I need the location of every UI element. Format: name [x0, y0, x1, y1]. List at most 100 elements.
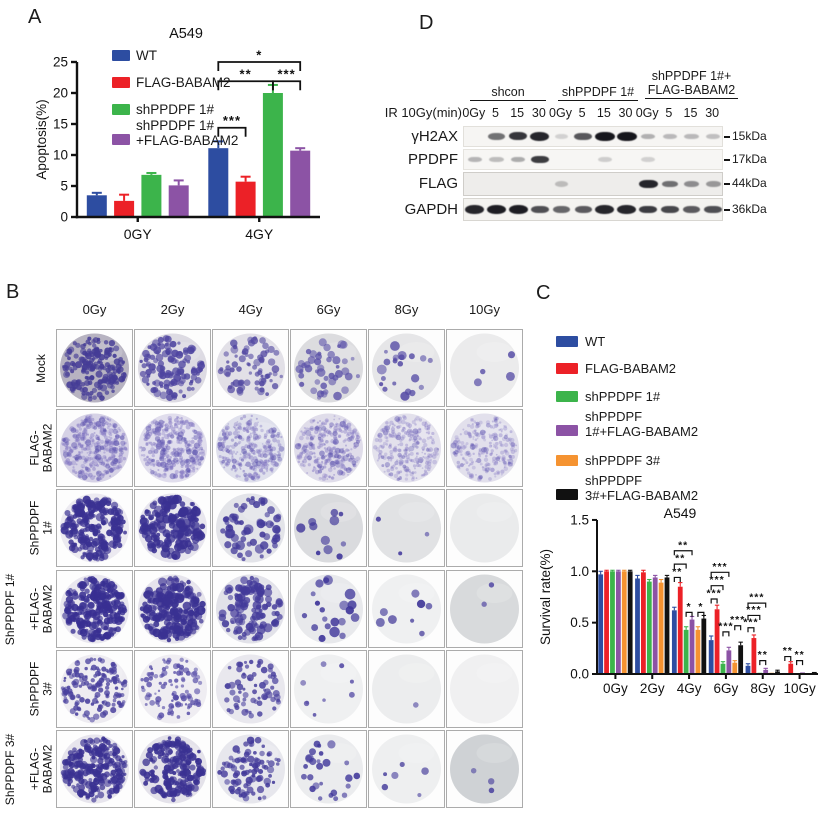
colony-dot: [199, 523, 206, 530]
colony-dot: [345, 774, 353, 782]
colony-dot: [459, 433, 462, 436]
colony-dot: [238, 793, 243, 798]
dish: [450, 413, 519, 483]
colony-dot: [155, 459, 160, 464]
colony-dot: [178, 417, 181, 420]
colony-dot: [233, 430, 238, 436]
colony-dot: [81, 446, 85, 451]
colony-dot: [81, 430, 86, 435]
row-label-line: +FLAG-: [27, 587, 41, 631]
colony-dot: [303, 426, 306, 430]
colony-dot: [257, 711, 263, 717]
colony-dot: [325, 439, 329, 444]
colony-dot: [356, 435, 361, 440]
colony-dot: [225, 456, 230, 462]
colony-dot: [161, 669, 168, 676]
colony-dot: [275, 762, 280, 766]
colony-dot: [87, 601, 95, 609]
colony-dot: [388, 444, 392, 449]
colony-dot: [498, 433, 503, 438]
colony-dot: [183, 609, 189, 615]
dish-image: [216, 734, 285, 804]
colony-dot: [399, 438, 403, 443]
band-PPDPF-lane3: [510, 156, 526, 163]
colony-dot: [233, 426, 236, 429]
colony-dot: [456, 464, 461, 469]
dish-cell-r1-c2: [134, 329, 211, 407]
colony-dot: [239, 764, 245, 770]
colony-dot: [461, 456, 465, 460]
colony-dot: [489, 453, 493, 456]
colony-dot: [80, 444, 84, 448]
colony-dot: [82, 435, 86, 439]
colony-dot: [314, 600, 321, 606]
colony-dot: [185, 458, 191, 465]
colony-dot: [481, 601, 487, 607]
colony-dot: [162, 420, 166, 424]
colony-dot: [327, 452, 333, 458]
colony-dot: [151, 458, 155, 463]
colony-dot: [479, 429, 486, 436]
colony-dot: [271, 365, 280, 373]
colony-dot: [161, 436, 165, 440]
colony-dot: [411, 476, 415, 480]
colony-dot: [242, 469, 246, 473]
colony-dot: [174, 678, 179, 683]
colony-dot: [219, 367, 224, 372]
colony-dot: [98, 555, 105, 562]
colony-dot: [318, 441, 323, 446]
colony-dot: [475, 424, 480, 429]
colony-dot: [386, 456, 391, 460]
colony-dot: [175, 702, 179, 706]
legend-swatch-shPPDPF 1#: [112, 134, 130, 145]
colony-dot: [180, 459, 183, 461]
colony-dot: [115, 512, 120, 516]
colony-dot: [68, 448, 74, 454]
colony-dot: [162, 514, 171, 524]
dish-cell-r3-c4: [290, 489, 367, 567]
colony-dot: [198, 618, 204, 624]
colony-dot: [483, 447, 489, 453]
colony-dot: [501, 459, 506, 463]
colony-dot: [480, 368, 486, 375]
colony-dot: [255, 433, 258, 436]
colony-dot: [97, 752, 104, 758]
colony-dot: [222, 516, 229, 523]
colony-dot: [225, 445, 230, 450]
colony-dot: [120, 451, 125, 455]
colony-dot: [337, 469, 344, 476]
colony-dot: [329, 425, 333, 429]
colony-dot: [481, 446, 487, 453]
colony-dot: [321, 468, 324, 471]
colony-dot: [413, 439, 418, 444]
colony-dot: [109, 475, 112, 478]
y-tick-label: 0: [60, 210, 68, 225]
colony-dot: [506, 459, 509, 461]
colony-dot: [257, 475, 261, 479]
colony-dot: [269, 443, 273, 446]
bar-shPPDPF 3#+FLAG-BABAM2-4Gy: [701, 618, 707, 674]
dish-cell-r2-c2: [134, 409, 211, 487]
dish-highlight: [476, 583, 513, 603]
colony-dot: [159, 444, 164, 449]
colony-dot: [119, 452, 123, 457]
colony-dot: [454, 442, 460, 448]
colony-dot: [508, 437, 512, 442]
blot-group-2: shPPDPF 1#: [558, 85, 638, 101]
colony-dot: [239, 453, 242, 456]
colony-dot: [186, 711, 191, 716]
colony-dot: [173, 671, 177, 675]
colony-dot: [414, 430, 419, 435]
colony-dot: [83, 743, 92, 751]
colony-dot: [263, 777, 271, 786]
colony-dot: [236, 683, 244, 691]
chart-title: A549: [169, 26, 203, 42]
colony-dot: [244, 602, 249, 608]
colony-dot: [170, 426, 176, 432]
dish-image: [138, 734, 207, 804]
colony-dot: [424, 464, 429, 469]
colony-dot: [156, 462, 162, 467]
colony-dot: [180, 676, 186, 682]
colony-dot: [108, 439, 111, 442]
colony-dot: [327, 430, 332, 435]
